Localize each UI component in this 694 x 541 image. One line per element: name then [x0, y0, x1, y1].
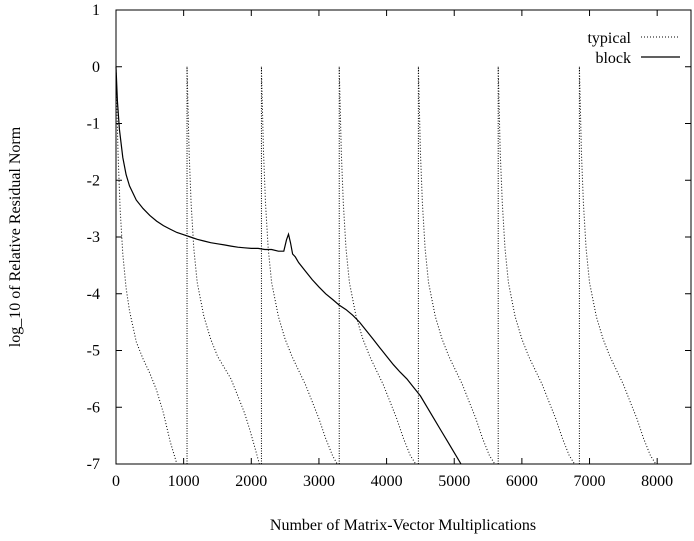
legend: typical block	[587, 30, 680, 67]
typical-cycle-curve	[497, 66, 576, 465]
x-tick-label: 0	[112, 473, 120, 490]
x-tick-label: 5000	[438, 473, 470, 490]
x-tick-label: 6000	[506, 473, 538, 490]
legend-label-block: block	[595, 50, 631, 67]
y-tick-label: -2	[87, 172, 100, 189]
y-tick-label: -5	[87, 343, 100, 360]
x-tick-label: 3000	[303, 473, 335, 490]
y-tick-label: 0	[92, 59, 100, 76]
typical-cycle-curve	[417, 66, 496, 465]
typical-cycle-curve	[186, 66, 260, 465]
axis-ticks	[115, 9, 691, 465]
y-tick-label: -1	[87, 116, 100, 133]
tick-labels: 0 1000 2000 3000 4000 5000 6000 7000 8000 1 0 -1 -2 -…	[87, 2, 674, 490]
legend-label-typical: typical	[587, 30, 631, 47]
y-tick-label: -4	[87, 286, 100, 303]
x-tick-label: 4000	[371, 473, 403, 490]
block-curve	[115, 66, 462, 465]
y-tick-label: -7	[87, 456, 100, 473]
x-tick-label: 7000	[574, 473, 606, 490]
series-typical	[115, 66, 657, 465]
plot-frame	[115, 9, 692, 465]
x-tick-label: 1000	[168, 473, 200, 490]
y-axis-title: log_10 of Relative Residual Norm	[7, 126, 24, 347]
y-tick-label: -3	[87, 229, 100, 246]
x-tick-label: 2000	[235, 473, 267, 490]
y-tick-label: -6	[87, 399, 100, 416]
x-axis-title: Number of Matrix-Vector Multiplications	[270, 517, 536, 534]
typical-cycle-curve	[578, 66, 657, 465]
typical-cycle-curve	[338, 66, 417, 465]
x-tick-label: 8000	[641, 473, 673, 490]
typical-cycle-curve	[260, 66, 338, 465]
series-block	[115, 66, 462, 465]
typical-cycle-curve	[115, 66, 178, 465]
y-tick-label: 1	[92, 2, 100, 19]
